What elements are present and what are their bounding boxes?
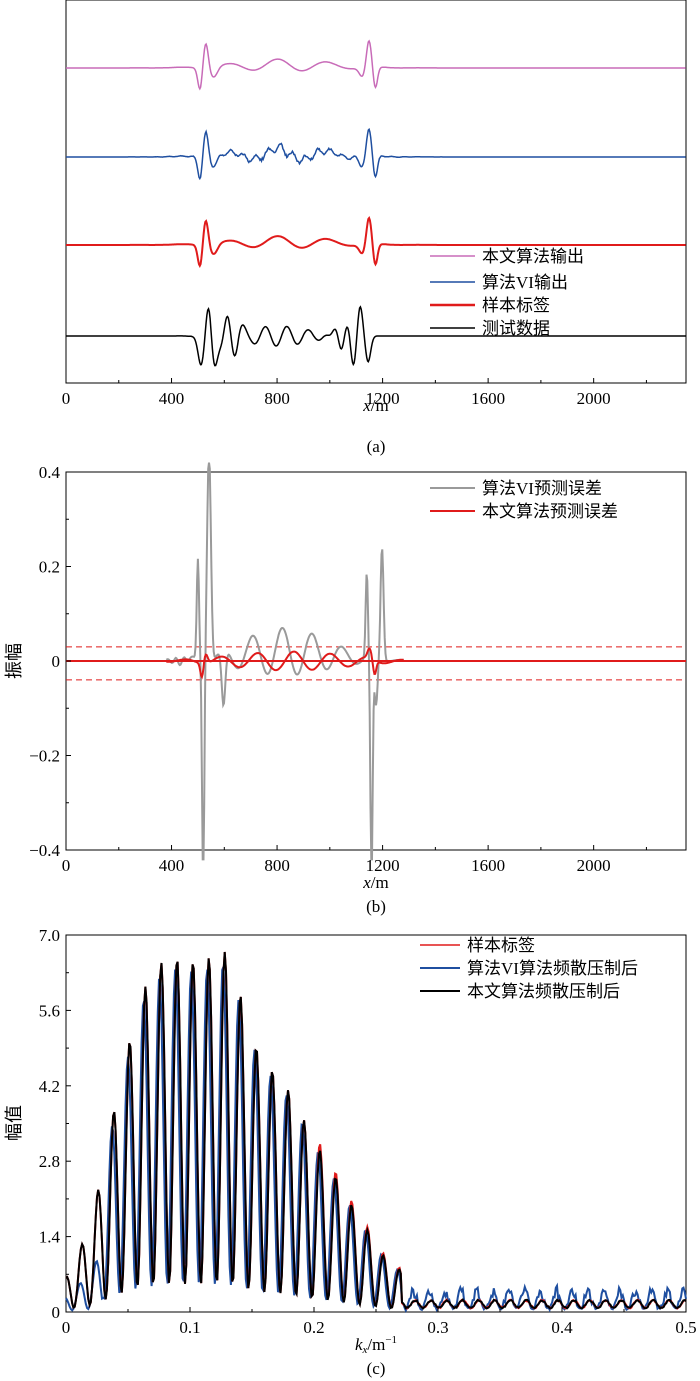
- legend-b-label-0: 算法VI预测误差: [482, 479, 602, 498]
- panel-b-caption: (b): [366, 897, 386, 916]
- legend-c-label-2: 本文算法频散压制后: [467, 982, 620, 1001]
- legend-a-label-3: 测试数据: [482, 319, 550, 338]
- legend-a-label-2: 样本标签: [482, 296, 550, 315]
- panel-a-legend: 本文算法输出 算法VI输出 样本标签 测试数据: [430, 247, 584, 338]
- panel-c-y-axis-label: 幅值: [4, 1105, 24, 1141]
- panel-c: 0 0.1 0.2 0.3 0.4 0.5 0 1.4 2.8 4.2 5.6 7.0 样本标签 算…: [4, 926, 697, 1378]
- x-tick-label-c: 0.2: [303, 1318, 324, 1337]
- panel-a: 0 400 800 1200 1600 2000 本文算法输出 算法VI输出 样本标签 测…: [62, 0, 687, 456]
- legend-b-label-1: 本文算法预测误差: [482, 502, 618, 521]
- series-algorithm-vi-error: [165, 462, 404, 861]
- series-algorithm-suppressed: [65, 951, 687, 1310]
- panel-a-x-axis-label: x/m: [362, 396, 389, 415]
- x-tick-label-c: 0.1: [179, 1318, 200, 1337]
- x-tick-label-b: 800: [264, 856, 290, 875]
- legend-a-label-1: 算法VI输出: [482, 273, 568, 292]
- trace-algorithm-vi-output: [66, 127, 686, 181]
- x-tick-label-a: 400: [159, 389, 185, 408]
- y-tick-label-b: −0.4: [29, 841, 60, 860]
- x-tick-label-c: 0.4: [551, 1318, 573, 1337]
- x-tick-label-a: 1200: [366, 389, 400, 408]
- x-tick-label-c: 0.5: [675, 1318, 696, 1337]
- series-algorithm-vi-suppressed: [65, 966, 687, 1314]
- x-tick-label-a: 2000: [577, 389, 611, 408]
- x-tick-label-c: 0.3: [427, 1318, 448, 1337]
- y-tick-label-c: 5.6: [39, 1001, 60, 1020]
- trace-algorithm-output: [66, 39, 686, 91]
- y-tick-label-b: −0.2: [29, 747, 60, 766]
- x-tick-label-a: 0: [62, 389, 71, 408]
- legend-c-label-1: 算法VI算法频散压制后: [467, 959, 638, 978]
- panel-a-caption: (a): [367, 437, 386, 456]
- x-tick-label-a: 1600: [471, 389, 505, 408]
- panel-b-y-axis-label: 振幅: [4, 643, 24, 679]
- y-tick-label-b: 0.2: [39, 558, 60, 577]
- legend-c-label-0: 样本标签: [467, 936, 535, 955]
- panel-a-plot-frame: [65, 0, 687, 384]
- y-tick-label-c: 7.0: [39, 926, 60, 945]
- y-tick-label-b: 0.4: [39, 463, 61, 482]
- legend-a-label-0: 本文算法输出: [482, 247, 584, 266]
- y-tick-label-c: 4.2: [39, 1077, 60, 1096]
- x-tick-label-b: 1200: [366, 856, 400, 875]
- x-tick-label-a: 800: [264, 389, 290, 408]
- panel-b-legend: 算法VI预测误差 本文算法预测误差: [430, 479, 618, 521]
- y-tick-label-c: 2.8: [39, 1152, 60, 1171]
- y-tick-label-c: 1.4: [39, 1228, 61, 1247]
- series-algorithm-error: [166, 647, 404, 680]
- panel-c-x-axis-label: kx/m−1: [355, 1334, 397, 1356]
- y-tick-label-c: 0: [52, 1303, 61, 1322]
- panel-c-caption: (c): [367, 1359, 386, 1378]
- x-tick-label-b: 0: [62, 856, 71, 875]
- x-tick-label-b: 400: [159, 856, 185, 875]
- trace-test-data: [66, 305, 686, 367]
- y-tick-label-b: 0: [52, 652, 61, 671]
- x-tick-label-c: 0: [62, 1318, 71, 1337]
- panel-b: 0 400 800 1200 1600 2000 −0.4 −0.2 0 0.2 0.4 算法VI…: [4, 462, 687, 916]
- x-tick-label-b: 1600: [471, 856, 505, 875]
- panel-c-legend: 样本标签 算法VI算法频散压制后 本文算法频散压制后: [420, 936, 638, 1001]
- panel-b-x-axis-label: x/m: [362, 873, 389, 892]
- trace-sample-label: [66, 215, 686, 269]
- x-tick-label-b: 2000: [577, 856, 611, 875]
